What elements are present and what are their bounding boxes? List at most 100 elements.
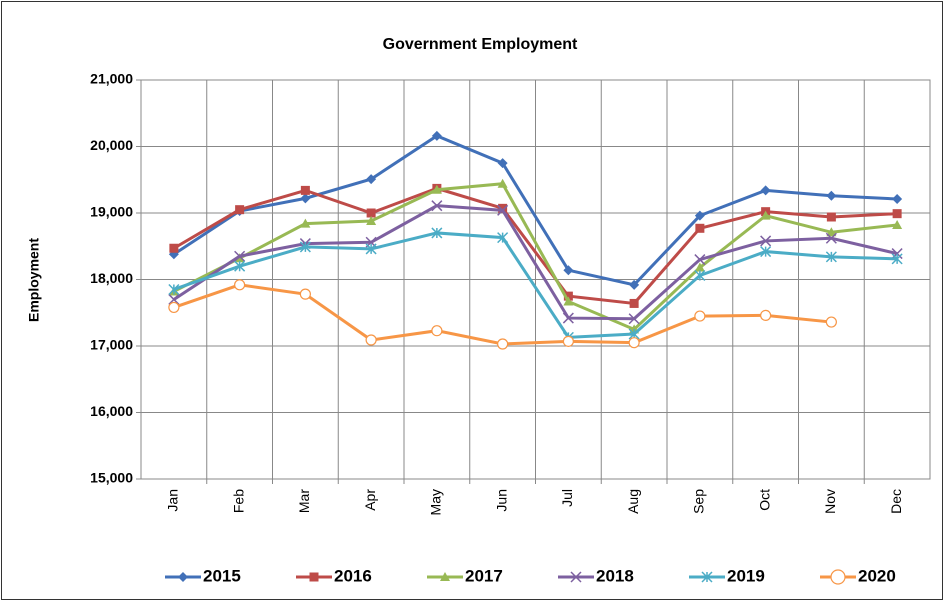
x-tick-label: Nov bbox=[822, 489, 838, 514]
data-point bbox=[431, 200, 443, 212]
data-point bbox=[760, 309, 772, 322]
data-point bbox=[694, 269, 706, 282]
data-point bbox=[628, 337, 640, 349]
data-point bbox=[562, 335, 574, 347]
legend-label: 2020 bbox=[858, 566, 896, 585]
data-point bbox=[694, 310, 706, 322]
x-tick-label: Aug bbox=[625, 489, 641, 514]
data-point bbox=[628, 313, 640, 325]
legend-label: 2015 bbox=[203, 566, 241, 585]
data-point bbox=[826, 212, 836, 222]
data-point bbox=[431, 130, 442, 141]
series-line bbox=[173, 204, 898, 321]
data-point bbox=[497, 178, 508, 188]
data-point bbox=[168, 283, 180, 296]
data-point bbox=[826, 227, 837, 237]
y-tick-label: 16,000 bbox=[90, 403, 133, 419]
data-point bbox=[431, 227, 443, 239]
y-tick-label: 19,000 bbox=[90, 204, 133, 220]
data-point bbox=[563, 265, 574, 276]
data-point bbox=[234, 260, 246, 272]
legend-label: 2017 bbox=[465, 566, 503, 585]
x-tick-label: May bbox=[428, 489, 444, 515]
data-point bbox=[760, 235, 772, 247]
data-point bbox=[892, 209, 902, 219]
y-axis-label: Employment bbox=[26, 238, 42, 322]
data-point bbox=[891, 248, 903, 260]
chart-title: Government Employment bbox=[383, 36, 578, 53]
x-tick-label: Sep bbox=[691, 489, 707, 514]
legend-marker bbox=[440, 572, 450, 581]
series-line bbox=[173, 134, 898, 287]
data-point bbox=[629, 298, 639, 308]
data-point bbox=[891, 253, 903, 265]
data-point bbox=[300, 185, 310, 195]
data-point bbox=[366, 215, 377, 225]
x-tick-label: Jun bbox=[493, 489, 509, 512]
data-point bbox=[497, 158, 508, 169]
legend-marker bbox=[178, 572, 188, 582]
legend-label: 2016 bbox=[334, 566, 372, 585]
data-point bbox=[694, 210, 705, 221]
x-tick-label: Apr bbox=[362, 489, 378, 511]
y-tick-label: 17,000 bbox=[90, 337, 133, 353]
data-point bbox=[760, 210, 771, 220]
y-tick-label: 21,000 bbox=[90, 71, 133, 87]
data-point bbox=[825, 232, 837, 244]
data-point bbox=[497, 232, 509, 244]
data-point bbox=[825, 316, 837, 328]
data-point bbox=[497, 338, 509, 350]
data-point bbox=[300, 218, 311, 228]
data-point bbox=[760, 185, 771, 196]
x-tick-label: Feb bbox=[230, 489, 246, 513]
data-point bbox=[498, 203, 508, 213]
data-point bbox=[366, 208, 376, 218]
data-point bbox=[760, 246, 772, 258]
data-point bbox=[365, 334, 377, 346]
data-point bbox=[235, 205, 245, 215]
data-point bbox=[825, 251, 837, 263]
data-point bbox=[169, 243, 179, 253]
legend-marker bbox=[570, 571, 582, 583]
legend-label: 2019 bbox=[727, 566, 765, 585]
legend-marker bbox=[830, 569, 846, 585]
data-point bbox=[629, 279, 640, 290]
y-tick-label: 20,000 bbox=[90, 137, 133, 153]
data-point bbox=[299, 288, 311, 300]
series-line bbox=[173, 186, 898, 306]
y-tick-label: 18,000 bbox=[90, 270, 133, 286]
data-point bbox=[892, 219, 903, 229]
legend-marker bbox=[701, 571, 713, 583]
legend-label: 2018 bbox=[596, 566, 634, 585]
data-point bbox=[695, 223, 705, 233]
data-point bbox=[563, 296, 574, 306]
data-point bbox=[366, 174, 377, 185]
data-point bbox=[826, 190, 837, 201]
data-point bbox=[892, 194, 903, 205]
x-tick-label: Dec bbox=[888, 489, 904, 514]
x-tick-label: Oct bbox=[756, 489, 772, 511]
data-point bbox=[300, 193, 311, 204]
legend-marker bbox=[309, 572, 319, 582]
series-line bbox=[173, 231, 898, 339]
data-point bbox=[694, 262, 705, 272]
x-tick-label: Jul bbox=[559, 489, 575, 507]
data-point bbox=[431, 184, 442, 194]
data-point bbox=[168, 301, 180, 314]
data-point bbox=[497, 204, 509, 216]
data-point bbox=[234, 279, 246, 291]
data-point bbox=[562, 312, 574, 324]
data-point bbox=[431, 325, 443, 337]
data-point bbox=[694, 254, 706, 266]
series-line bbox=[173, 182, 898, 332]
data-point bbox=[563, 291, 573, 301]
x-tick-label: Jan bbox=[165, 489, 181, 512]
y-tick-label: 15,000 bbox=[90, 470, 133, 486]
data-point bbox=[168, 293, 180, 305]
data-point bbox=[234, 250, 246, 262]
data-point bbox=[299, 241, 311, 253]
data-point bbox=[365, 243, 377, 255]
x-tick-label: Mar bbox=[296, 489, 312, 513]
